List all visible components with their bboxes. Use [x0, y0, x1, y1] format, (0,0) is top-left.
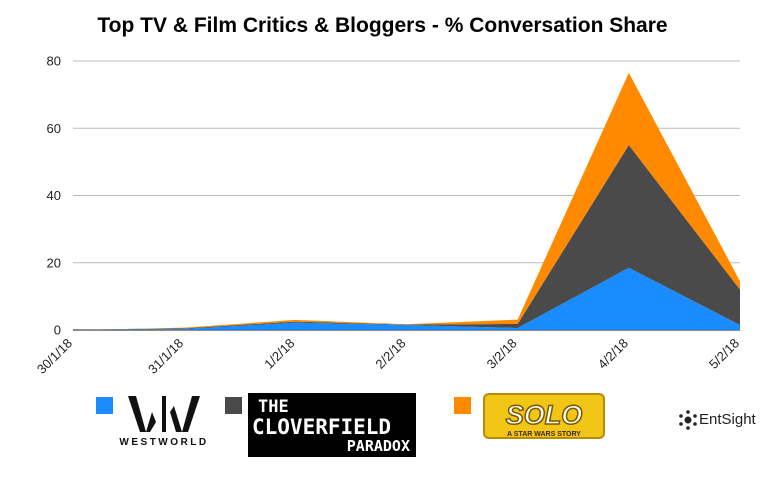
solo-subtitle: A STAR WARS STORY [507, 431, 581, 438]
y-tick-label: 40 [47, 188, 61, 203]
x-tick-label: 1/2/18 [261, 336, 297, 372]
legend-swatch-westworld [96, 397, 113, 414]
series-areas [73, 72, 740, 331]
westworld-logo: WESTWORLD [116, 392, 212, 450]
legend-swatch-solo [454, 397, 471, 414]
entsight-logo: EntSight [678, 409, 762, 433]
series-area-the-cloverfield-paradox [73, 145, 740, 330]
x-tick-label: 31/1/18 [145, 336, 186, 377]
westworld-w-icon [128, 396, 200, 432]
solo-logo-graphic: SOLO A STAR WARS STORY [483, 393, 605, 439]
y-tick-label: 80 [47, 54, 61, 69]
x-tick-label: 30/1/18 [34, 336, 75, 377]
y-tick-label: 60 [47, 121, 61, 136]
x-tick-label: 3/2/18 [484, 336, 520, 372]
westworld-wordmark: WESTWORLD [119, 437, 209, 448]
cloverfield-paradox: PARADOX [346, 437, 410, 455]
entsight-wordmark: EntSight [699, 411, 756, 428]
x-tick-label: 4/2/18 [595, 336, 631, 372]
legend-swatch-cloverfield [225, 397, 242, 414]
y-tick-label: 20 [47, 255, 61, 270]
x-tick-label: 5/2/18 [706, 336, 742, 372]
cloverfield-the: THE [258, 397, 289, 417]
cloverfield-title: CLOVERFIELD [252, 415, 392, 439]
chart-title: Top TV & Film Critics & Bloggers - % Con… [97, 14, 668, 37]
entsight-dots-icon [679, 410, 697, 430]
series-area-westworld [73, 267, 740, 330]
x-tick-label: 2/2/18 [372, 336, 408, 372]
solo-wordmark: SOLO [506, 400, 583, 430]
cloverfield-logo: THE CLOVERFIELD PARADOX [248, 393, 416, 457]
y-tick-label: 0 [54, 323, 61, 338]
solo-logo: SOLO A STAR WARS STORY [482, 388, 608, 448]
